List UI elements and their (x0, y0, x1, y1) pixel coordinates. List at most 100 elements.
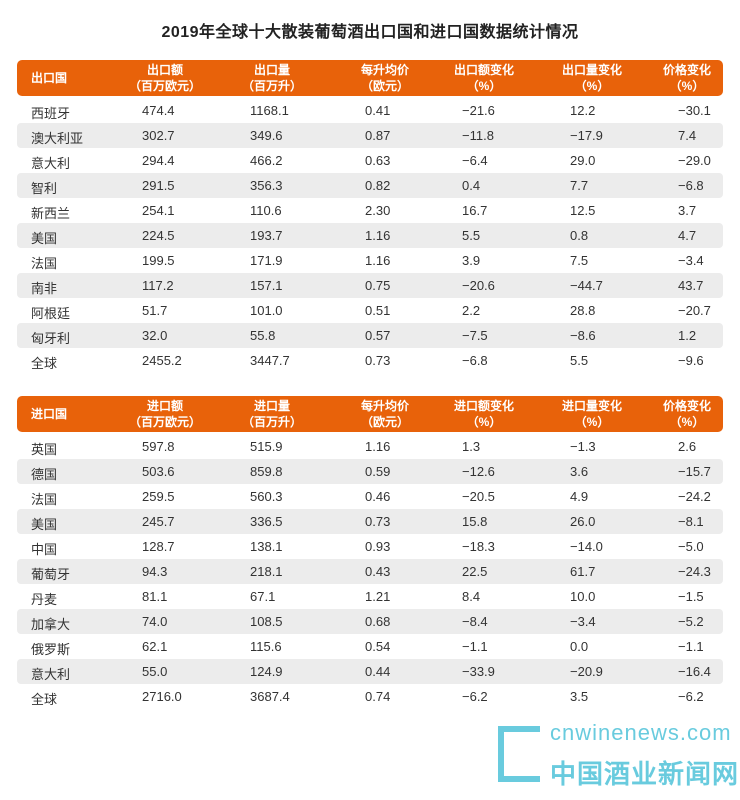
table-cell: −20.5 (462, 489, 495, 504)
table-cell: −16.4 (678, 664, 711, 679)
table-cell: 2.30 (365, 203, 391, 218)
table-cell: 2716.0 (142, 689, 182, 704)
table-cell: 1.3 (462, 439, 481, 454)
table-cell: 1.21 (365, 589, 391, 604)
table-row: 美国 224.5 193.7 1.16 5.5 0.8 4.7 (17, 223, 723, 248)
table-cell: 0.87 (365, 128, 391, 143)
table-cell: −1.3 (570, 439, 596, 454)
table-cell: 0.73 (365, 353, 391, 368)
table-cell: 5.5 (570, 353, 589, 368)
country-cell: 全球 (31, 692, 58, 707)
table-cell: 3687.4 (250, 689, 290, 704)
column-header: 每升均价 （欧元） (360, 399, 409, 429)
column-header: 进口额变化 （%） (453, 399, 514, 429)
table-cell: −14.0 (570, 539, 603, 554)
table-cell: 0.63 (365, 153, 391, 168)
country-cell: 西班牙 (31, 106, 71, 121)
table-cell: −29.0 (678, 153, 711, 168)
table-cell: 16.7 (462, 203, 488, 218)
table-cell: −3.4 (570, 614, 596, 629)
table-cell: 0.44 (365, 664, 391, 679)
table-cell: 26.0 (570, 514, 596, 529)
table-header: 出口国 出口额 （百万欧元） 出口量 （百万升） 每升均价 （欧元） 出口额变化 （%）… (17, 60, 723, 96)
country-cell: 德国 (31, 467, 58, 482)
column-header: 价格变化 （%） (662, 63, 711, 93)
table-row: 葡萄牙 94.3 218.1 0.43 22.5 61.7 −24.3 (17, 559, 723, 584)
table-cell: 3.9 (462, 253, 481, 268)
country-cell: 阿根廷 (31, 306, 71, 321)
table-cell: 0.43 (365, 564, 391, 579)
page-title: 2019年全球十大散装葡萄酒出口国和进口国数据统计情况 (161, 24, 579, 41)
table-cell: −8.1 (678, 514, 704, 529)
column-header: 每升均价 （欧元） (360, 63, 409, 93)
table-cell: 138.1 (250, 539, 283, 554)
table-cell: 336.5 (250, 514, 283, 529)
table-cell: 0.59 (365, 464, 391, 479)
country-cell: 法国 (31, 256, 58, 271)
table-cell: 245.7 (142, 514, 175, 529)
table-row: 美国 245.7 336.5 0.73 15.8 26.0 −8.1 (17, 509, 723, 534)
country-cell: 葡萄牙 (31, 567, 71, 582)
table-cell: 294.4 (142, 153, 175, 168)
table-cell: −1.1 (462, 639, 488, 654)
table-row: 加拿大 74.0 108.5 0.68 −8.4 −3.4 −5.2 (17, 609, 723, 634)
country-cell: 俄罗斯 (31, 642, 71, 657)
table-cell: 1.2 (678, 328, 697, 343)
table-cell: 0.74 (365, 689, 391, 704)
country-cell: 美国 (31, 231, 58, 246)
country-cell: 意大利 (31, 156, 71, 171)
table-row: 新西兰 254.1 110.6 2.30 16.7 12.5 3.7 (17, 198, 723, 223)
table-row: 俄罗斯 62.1 115.6 0.54 −1.1 0.0 −1.1 (17, 634, 723, 659)
table-cell: −30.1 (678, 103, 711, 118)
table-cell: 0.82 (365, 178, 391, 193)
column-header: 出口国 (31, 71, 68, 85)
table-cell: 0.0 (570, 639, 589, 654)
table-cell: 94.3 (142, 564, 168, 579)
watermark: cnwinenews.com 中国酒业新闻网 (490, 716, 740, 796)
table-cell: −18.3 (462, 539, 495, 554)
table-cell: 43.7 (678, 278, 704, 293)
watermark-en: cnwinenews.com (550, 720, 732, 745)
table-row: 智利 291.5 356.3 0.82 0.4 7.7 −6.8 (17, 173, 723, 198)
table-cell: 0.73 (365, 514, 391, 529)
country-cell: 丹麦 (31, 592, 58, 607)
table-cell: 171.9 (250, 253, 283, 268)
table-row: 意大利 55.0 124.9 0.44 −33.9 −20.9 −16.4 (17, 659, 723, 684)
export-table: 出口国 出口额 （百万欧元） 出口量 （百万升） 每升均价 （欧元） 出口额变化 （%）… (17, 60, 723, 373)
column-header: 出口量 （百万升） (241, 63, 302, 93)
table-cell: 0.4 (462, 178, 481, 193)
table-cell: 108.5 (250, 614, 283, 629)
table-cell: 12.5 (570, 203, 596, 218)
table-cell: −6.4 (462, 153, 488, 168)
table-cell: 0.75 (365, 278, 391, 293)
table-cell: −6.8 (678, 178, 704, 193)
table-cell: 128.7 (142, 539, 175, 554)
country-cell: 新西兰 (31, 206, 71, 221)
table-cell: 7.5 (570, 253, 589, 268)
table-cell: 515.9 (250, 439, 283, 454)
table-cell: −11.8 (462, 128, 494, 143)
table-cell: 0.8 (570, 228, 589, 243)
table-cell: 117.2 (142, 278, 174, 293)
table-cell: 2455.2 (142, 353, 182, 368)
table-cell: −15.7 (678, 464, 711, 479)
table-cell: 0.54 (365, 639, 391, 654)
table-cell: 15.8 (462, 514, 488, 529)
table-cell: 28.8 (570, 303, 596, 318)
table-row: 法国 199.5 171.9 1.16 3.9 7.5 −3.4 (17, 248, 723, 273)
table-row: 南非 117.2 157.1 0.75 −20.6 −44.7 43.7 (17, 273, 723, 298)
table-cell: 2.6 (678, 439, 697, 454)
table-cell: 7.4 (678, 128, 697, 143)
table-cell: −6.2 (678, 689, 704, 704)
table-cell: 1.16 (365, 253, 391, 268)
table-cell: 349.6 (250, 128, 283, 143)
table-cell: 0.57 (365, 328, 391, 343)
table-row: 全球 2716.0 3687.4 0.74 −6.2 3.5 −6.2 (17, 684, 723, 709)
country-cell: 南非 (31, 281, 58, 296)
table-cell: 291.5 (142, 178, 175, 193)
table-cell: 503.6 (142, 464, 175, 479)
table-cell: 0.68 (365, 614, 391, 629)
table-header: 进口国 进口额 （百万欧元） 进口量 （百万升） 每升均价 （欧元） 进口额变化 （%）… (17, 396, 723, 432)
table-row: 澳大利亚 302.7 349.6 0.87 −11.8 −17.9 7.4 (17, 123, 723, 148)
table-cell: 124.9 (250, 664, 283, 679)
